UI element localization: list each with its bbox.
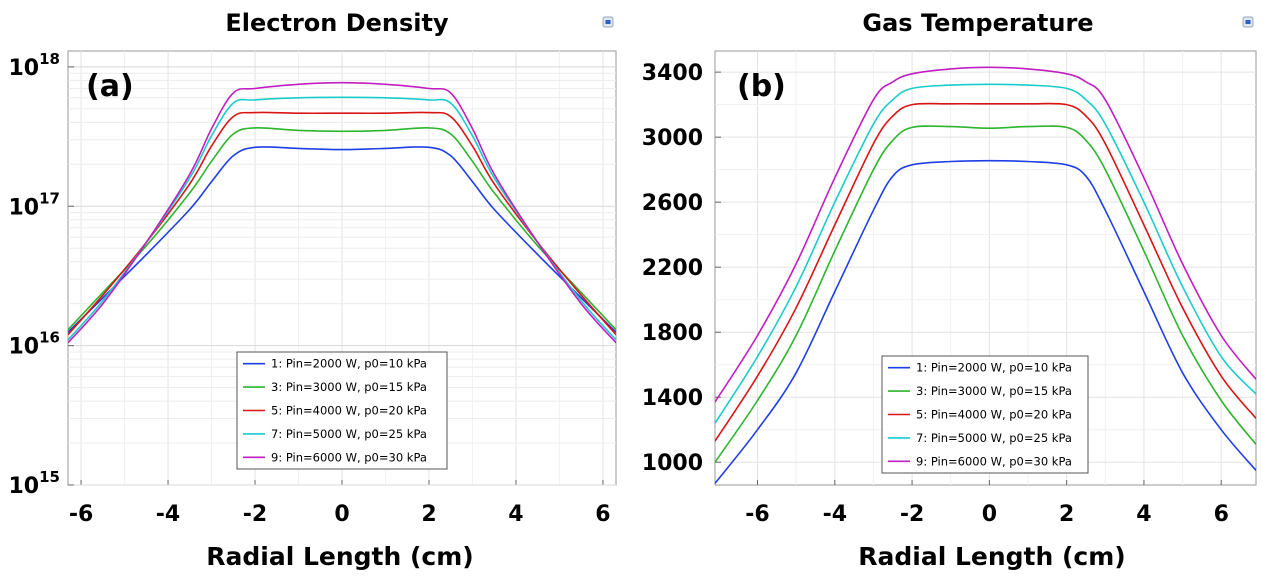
series-group-gas-temperature <box>715 66 1256 484</box>
x-tick-labels-electron-density: -6 -4 -2 0 2 4 6 <box>69 502 611 527</box>
legend-entry: 3: Pin=3000 W, p0=15 kPa <box>271 380 427 394</box>
series-line-5-pin-4000-w-p0-20-kpa <box>715 102 1256 442</box>
x-tick-label: 6 <box>1214 502 1229 527</box>
panel-gas-temperature: Gas Temperature 1000 1400 1800 2200 2600 3000… <box>642 9 1257 571</box>
series-line-9-pin-6000-w-p0-30-kpa <box>68 81 616 344</box>
chart-title-electron-density: Electron Density <box>225 9 449 37</box>
series-line-7-pin-5000-w-p0-25-kpa <box>715 83 1256 424</box>
grid-electron-density <box>68 51 616 486</box>
y-tick-labels-gas-temperature: 1000 1400 1800 2200 2600 3000 3400 <box>642 61 703 476</box>
legend-electron-density: 1: Pin=2000 W, p0=10 kPa 3: Pin=3000 W, p… <box>236 351 448 470</box>
chart-title-gas-temperature: Gas Temperature <box>862 9 1093 37</box>
toolbar-icon[interactable] <box>1242 16 1254 28</box>
x-tick-label: 2 <box>1059 502 1074 527</box>
legend-gas-temperature: 1: Pin=2000 W, p0=10 kPa 3: Pin=3000 W, p… <box>881 355 1089 474</box>
x-tick-label: 6 <box>595 502 610 527</box>
legend-entry: 9: Pin=6000 W, p0=30 kPa <box>271 450 427 464</box>
y-tick-label: 1000 <box>642 451 703 476</box>
y-tick-label: 1017 <box>9 189 61 220</box>
legend-entry: 5: Pin=4000 W, p0=20 kPa <box>916 408 1072 422</box>
legend-entry: 1: Pin=2000 W, p0=10 kPa <box>271 357 427 371</box>
legend-entry: 7: Pin=5000 W, p0=25 kPa <box>916 431 1072 445</box>
panel-electron-density: Electron Density 1015 1016 1017 1018 -6 -4 -2… <box>9 9 617 571</box>
series-line-3-pin-3000-w-p0-15-kpa <box>68 127 616 331</box>
series-line-7-pin-5000-w-p0-25-kpa <box>68 96 616 341</box>
x-tick-labels-gas-temperature: -6 -4 -2 0 2 4 6 <box>745 502 1229 527</box>
x-tick-label: -6 <box>69 502 93 527</box>
x-tick-label: 0 <box>982 502 997 527</box>
y-tick-labels-electron-density: 1015 1016 1017 1018 <box>9 50 61 499</box>
x-tick-label: -4 <box>156 502 180 527</box>
legend-entry: 3: Pin=3000 W, p0=15 kPa <box>916 384 1072 398</box>
x-axis-label-electron-density: Radial Length (cm) <box>206 542 473 571</box>
y-tick-label: 1016 <box>9 329 61 360</box>
series-line-9-pin-6000-w-p0-30-kpa <box>715 66 1256 403</box>
legend-entry: 1: Pin=2000 W, p0=10 kPa <box>916 361 1072 375</box>
y-tick-label: 2200 <box>642 256 703 281</box>
panel-tag-a: (a) <box>86 69 134 104</box>
x-tick-label: -2 <box>900 502 924 527</box>
toolbar-icon[interactable] <box>602 16 614 28</box>
series-line-3-pin-3000-w-p0-15-kpa <box>715 125 1256 463</box>
series-line-1-pin-2000-w-p0-10-kpa <box>68 146 616 333</box>
legend-box <box>881 355 1089 474</box>
panel-tag-b: (b) <box>737 69 786 104</box>
y-tick-label: 1018 <box>9 50 61 81</box>
y-tick-label: 1015 <box>9 468 61 499</box>
y-tick-label: 3400 <box>642 61 703 86</box>
x-tick-label: -2 <box>243 502 267 527</box>
x-tick-label: 0 <box>334 502 349 527</box>
legend-box <box>236 351 448 470</box>
y-tick-label: 1800 <box>642 321 703 346</box>
y-tick-label: 1400 <box>642 386 703 411</box>
legend-entry: 9: Pin=6000 W, p0=30 kPa <box>916 454 1072 468</box>
x-tick-label: 4 <box>508 502 523 527</box>
y-tick-label: 3000 <box>642 126 703 151</box>
legend-entry: 5: Pin=4000 W, p0=20 kPa <box>271 404 427 418</box>
x-axis-label-gas-temperature: Radial Length (cm) <box>858 542 1125 571</box>
series-group-electron-density <box>68 81 616 344</box>
x-tick-label: -6 <box>745 502 769 527</box>
series-line-5-pin-4000-w-p0-20-kpa <box>68 111 616 336</box>
y-tick-label: 2600 <box>642 191 703 216</box>
series-line-1-pin-2000-w-p0-10-kpa <box>715 159 1256 484</box>
x-tick-label: 2 <box>421 502 436 527</box>
x-tick-label: 4 <box>1136 502 1151 527</box>
x-tick-label: -4 <box>823 502 847 527</box>
legend-entry: 7: Pin=5000 W, p0=25 kPa <box>271 427 427 441</box>
